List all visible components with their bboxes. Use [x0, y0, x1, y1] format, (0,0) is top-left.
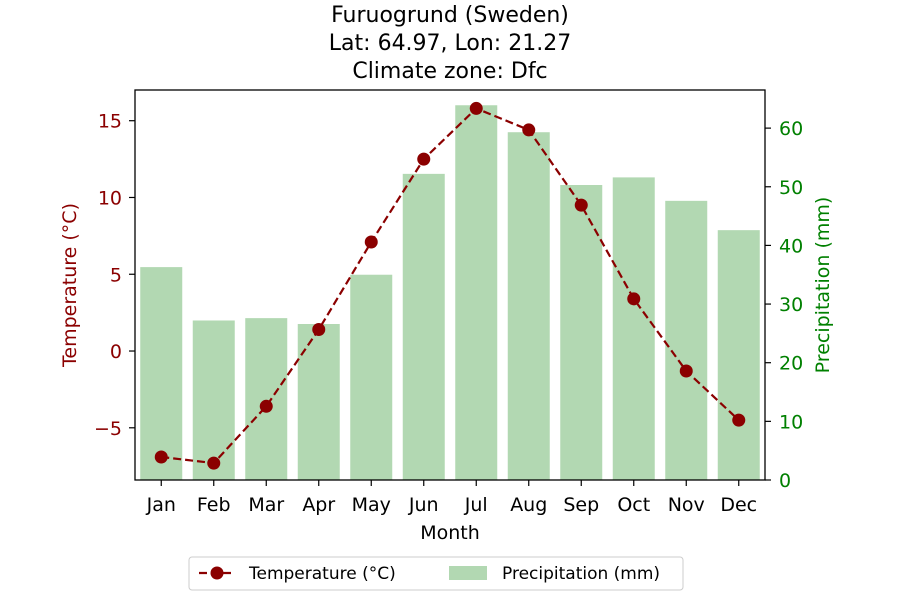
precipitation-bar [245, 318, 288, 480]
temperature-point [574, 198, 588, 212]
temperature-series-line [161, 107, 740, 465]
temperature-point [154, 450, 168, 464]
temperature-point [207, 456, 221, 470]
temperature-point [522, 123, 536, 137]
title-line: Climate zone: Dfc [352, 59, 547, 84]
x-tick-label: Nov [668, 494, 705, 516]
x-tick-label: Apr [302, 494, 335, 516]
x-tick-label: Jun [408, 494, 439, 516]
y-right-tick-label: 0 [779, 470, 791, 492]
y-left-tick-label: −5 [94, 418, 122, 440]
legend-precipitation-swatch [449, 566, 487, 580]
x-tick-label: Mar [248, 494, 284, 516]
precipitation-bar [717, 230, 760, 480]
temperature-point [469, 101, 483, 115]
precipitation-bar [297, 324, 340, 480]
temperature-point [627, 292, 641, 306]
x-tick-label: Aug [510, 494, 547, 516]
y-right-tick-label: 20 [779, 353, 803, 375]
temperature-point [259, 399, 273, 413]
precipitation-bar [350, 274, 393, 480]
legend: Temperature (°C) Precipitation (mm) [188, 556, 684, 591]
precipitation-bars [140, 105, 760, 481]
y-right-tick-label: 60 [779, 118, 803, 140]
y-right-tick-label: 30 [779, 294, 803, 316]
temperature-point [364, 235, 378, 249]
y-axis-left-label: Temperature (°C) [59, 203, 81, 368]
y-left-tick-label: 0 [110, 341, 122, 363]
temperature-point [417, 152, 431, 166]
axes: −5 0 5 10 15 0 10 20 30 40 50 60 Jan Feb Mar Apr May Jun J… [94, 89, 803, 516]
x-tick-label: Dec [720, 494, 757, 516]
y-left-tick-label: 15 [98, 111, 122, 133]
precipitation-bar [507, 132, 550, 480]
precipitation-bar [665, 200, 708, 480]
x-tick-label: Sep [563, 494, 599, 516]
y-axis-right-label: Precipitation (mm) [812, 197, 834, 374]
title-line: Lat: 64.97, Lon: 21.27 [329, 31, 571, 56]
precipitation-bar [455, 105, 498, 481]
precipitation-bar [140, 267, 183, 480]
x-tick-label: Jul [464, 494, 488, 516]
temperature-point [312, 323, 326, 337]
x-tick-label: Oct [617, 494, 650, 516]
legend-temperature-label: Temperature (°C) [248, 564, 396, 584]
y-right-tick-label: 40 [779, 235, 803, 257]
x-axis-label: Month [420, 522, 480, 544]
y-left-tick-label: 5 [110, 264, 122, 286]
precipitation-bar [560, 185, 603, 481]
precipitation-bar [402, 173, 445, 480]
legend-precipitation-label: Precipitation (mm) [502, 564, 660, 584]
x-tick-label: Feb [197, 494, 231, 516]
title-line: Furuogrund (Sweden) [331, 3, 569, 28]
temperature-line [154, 101, 746, 470]
y-right-tick-label: 10 [779, 411, 803, 433]
x-tick-label: May [352, 494, 391, 516]
y-right-tick-label: 50 [779, 177, 803, 199]
plot-frame [134, 89, 766, 481]
temperature-point [732, 413, 746, 427]
precipitation-bar [192, 320, 235, 480]
legend-box [188, 556, 684, 591]
legend-temperature-marker [210, 566, 224, 580]
y-left-tick-label: 10 [98, 187, 122, 209]
chart-title: Furuogrund (Sweden) Lat: 64.97, Lon: 21.2… [329, 3, 571, 84]
temperature-point [679, 364, 693, 378]
x-tick-label: Jan [146, 494, 176, 516]
precipitation-bar [612, 177, 655, 480]
